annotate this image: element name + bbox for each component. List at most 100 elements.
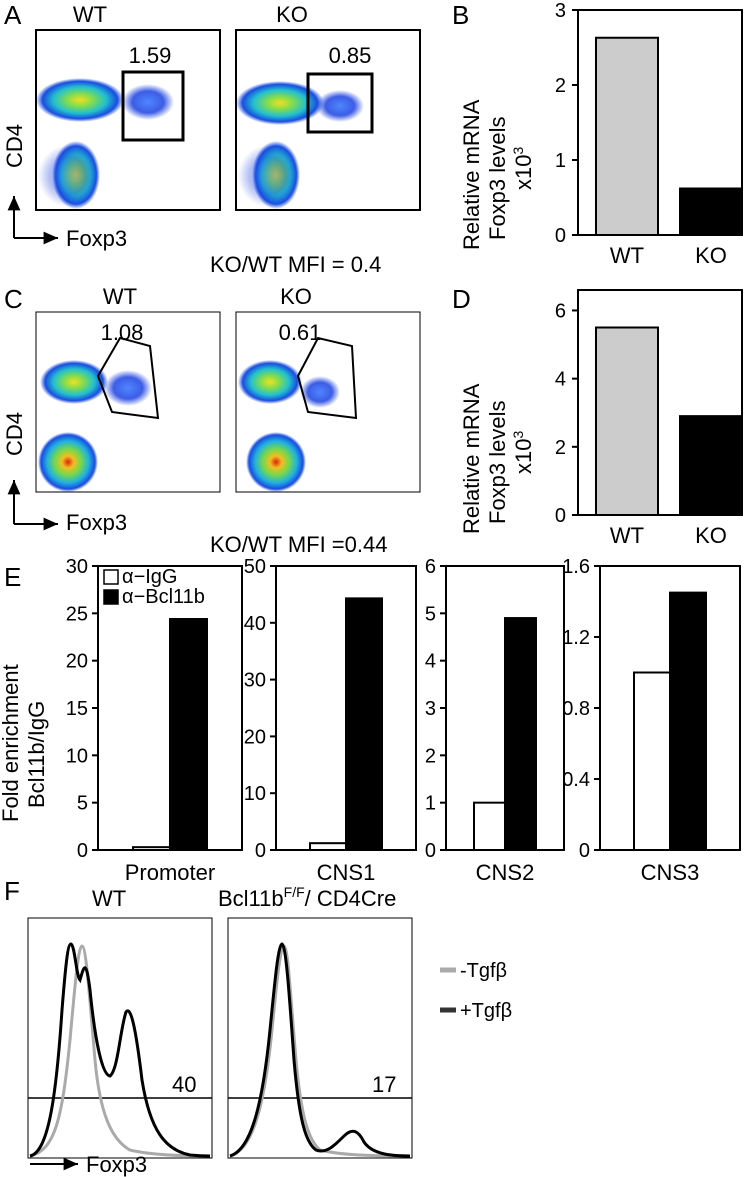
- y-tick-label: 0.4: [562, 769, 590, 791]
- y-tick-label: 0.8: [562, 698, 590, 720]
- title-superscript: F/F: [284, 884, 305, 900]
- x-tick-label: CNS1: [317, 860, 376, 885]
- cd4-population: [238, 360, 302, 404]
- dn-population: [38, 432, 98, 492]
- histogram-wt: 40: [27, 917, 213, 1159]
- bar-bcl11b: [345, 597, 383, 851]
- panel-a: WT KO 1.59 0.85 CD4 Foxp3 KO/WT MFI = 0.…: [2, 2, 421, 277]
- bar-ko: [679, 415, 743, 516]
- panel-label-a: A: [4, 0, 22, 30]
- x-tick-label: CNS2: [476, 860, 535, 885]
- y-tick-label: 3: [425, 698, 436, 720]
- hist-ko-title: Bcl11bF/F/ CD4Cre: [218, 884, 396, 911]
- legend: α−IgG α−Bcl11b: [103, 566, 205, 608]
- panel-c: WT KO 1.08 0.61 CD4 Foxp3 KO/WT MFI =0.4…: [2, 284, 421, 557]
- x-tick-label: KO: [695, 243, 727, 268]
- bar-igg: [309, 842, 347, 852]
- unit-base: x10: [511, 155, 536, 190]
- panel-label-e: E: [4, 562, 21, 592]
- y-tick-label: 1.2: [562, 627, 590, 649]
- cd4-population: [40, 360, 108, 404]
- axis-label-cd4: CD4: [2, 124, 27, 168]
- y-tick-label: 10: [244, 783, 266, 805]
- y-tick-label: 5: [77, 793, 88, 815]
- gate-value: 0.61: [279, 320, 322, 345]
- axis-label-foxp3: Foxp3: [66, 226, 127, 251]
- legend-label-bcl11b: α−Bcl11b: [122, 586, 205, 608]
- bar-bcl11b: [669, 591, 707, 851]
- unit-exponent: 3: [510, 431, 526, 439]
- bar-ko: [679, 187, 743, 236]
- unit-base: x10: [511, 439, 536, 474]
- panel-label-b: B: [452, 0, 469, 30]
- panel-label-f: F: [4, 876, 20, 906]
- treg-gate: [121, 70, 185, 142]
- legend-label-plus-tgfb: +Tgfβ: [460, 1000, 512, 1022]
- bar-igg: [633, 671, 671, 851]
- flow-c-ko-title: KO: [280, 284, 312, 309]
- mfi-ratio: KO/WT MFI =0.44: [210, 532, 387, 557]
- panel-label-d: D: [452, 284, 471, 314]
- mfi-ratio: KO/WT MFI = 0.4: [210, 252, 381, 277]
- y-tick-label: 4: [555, 369, 566, 391]
- panel-label-c: C: [4, 284, 23, 314]
- y-tick-label: 20: [244, 726, 266, 748]
- treg-population: [300, 376, 340, 408]
- unit-exponent: 3: [510, 147, 526, 155]
- curve-minus-tgfb: [29, 944, 211, 1158]
- y-tick-label: 0: [579, 840, 590, 862]
- subplot-cns1: 0 10 20 30 40 50 CNS1: [244, 556, 417, 885]
- flow-plot-a-ko: 0.85: [235, 29, 421, 211]
- y-axis-unit: x103: [510, 431, 536, 474]
- bar-wt: [595, 326, 659, 516]
- gate-value: 0.85: [329, 43, 372, 68]
- y-tick-label: 0: [555, 225, 566, 247]
- plot-frame: [577, 289, 743, 516]
- curve-plus-tgfb: [29, 942, 211, 1158]
- x-tick-label: Promoter: [125, 860, 215, 885]
- bar-chart-d: Relative mRNA Foxp3 levels x103 0 2 4 6 WT KO: [459, 289, 743, 548]
- treg-population: [104, 370, 152, 406]
- y-tick-label: 2: [425, 745, 436, 767]
- bar-wt: [595, 36, 659, 236]
- bar-bcl11b: [504, 617, 537, 851]
- y-tick-label: 50: [244, 556, 266, 578]
- subplot-promoter: 0 5 10 15 20 25 30 Promoter: [66, 556, 243, 885]
- y-axis-label-line2: Foxp3 levels: [485, 400, 510, 524]
- axis-label-cd4: CD4: [2, 412, 27, 456]
- flow-plot-c-ko: 0.61: [235, 311, 421, 493]
- dn-population: [246, 432, 306, 492]
- cd4-population: [36, 78, 124, 122]
- y-tick-label: 5: [425, 603, 436, 625]
- curve-plus-tgfb: [229, 942, 411, 1158]
- flow-a-ko-title: KO: [276, 2, 308, 27]
- legend: -Tgfβ +Tgfβ: [440, 960, 512, 1022]
- y-tick-label: 1: [555, 150, 566, 172]
- y-tick-label: 0: [555, 505, 566, 527]
- y-tick-label: 0: [425, 840, 436, 862]
- panel-f: WT Bcl11bF/F/ CD4Cre 40 17 Foxp3 -Tgfβ +…: [27, 884, 512, 1177]
- y-tick-label: 30: [244, 670, 266, 692]
- y-tick-label: 3: [555, 0, 566, 22]
- legend-label-minus-tgfb: -Tgfβ: [460, 960, 507, 982]
- treg-population: [316, 90, 364, 122]
- flow-plot-c-wt: 1.08: [35, 311, 221, 493]
- y-axis-label-line1: Relative mRNA: [459, 383, 484, 534]
- y-tick-label: 1.6: [562, 556, 590, 578]
- y-tick-label: 0: [77, 840, 88, 862]
- title-rest: / CD4Cre: [305, 886, 397, 911]
- y-tick-label: 40: [244, 613, 266, 635]
- x-tick-label: WT: [610, 243, 644, 268]
- y-axis-label-line2: Foxp3 levels: [485, 116, 510, 240]
- y-tick-label: 30: [66, 556, 88, 578]
- y-tick-label: 6: [425, 556, 436, 578]
- gate-value: 1.08: [101, 320, 144, 345]
- subplot-cns2: 0 1 2 3 4 5 6 CNS2: [425, 556, 565, 885]
- y-axis-label-line1: Relative mRNA: [459, 99, 484, 250]
- y-tick-label: 0: [255, 840, 266, 862]
- y-axis-label-line2: Bcl11b/IgG: [24, 701, 49, 808]
- bar-bcl11b: [169, 618, 208, 851]
- y-tick-label: 20: [66, 651, 88, 673]
